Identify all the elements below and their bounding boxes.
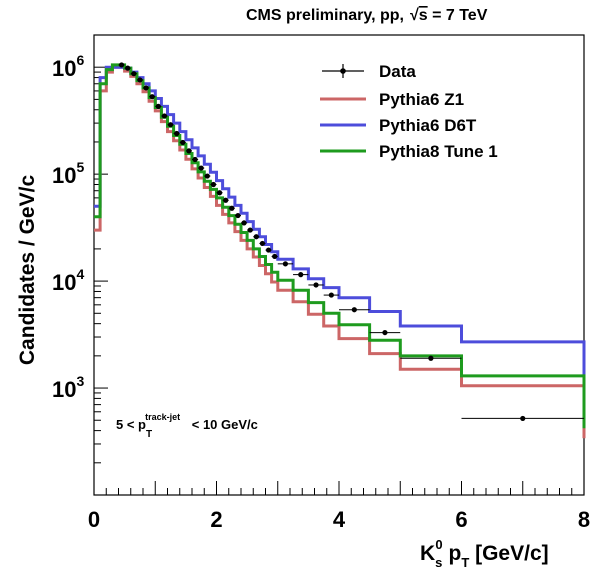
data-points <box>118 62 584 422</box>
y-tick-labels: 103 104 105 106 <box>52 52 84 402</box>
data-point <box>204 173 210 179</box>
legend-label-z1: Pythia6 Z1 <box>379 90 464 109</box>
data-point <box>192 156 198 163</box>
data-point <box>247 227 253 233</box>
histogram-pythia8-tune1 <box>94 63 586 429</box>
sqrt-symbol: √ <box>410 7 419 24</box>
data-point <box>382 329 388 336</box>
data-point <box>235 212 241 219</box>
data-point <box>210 181 217 188</box>
data-point <box>265 247 272 253</box>
data-point <box>161 113 168 119</box>
data-point <box>241 220 247 226</box>
data-point <box>313 282 319 288</box>
data-point <box>137 77 143 83</box>
data-point <box>272 253 278 260</box>
axis-ticks <box>93 34 585 496</box>
y-tick-label: 104 <box>52 266 84 295</box>
data-point <box>253 234 259 240</box>
data-point <box>186 148 192 154</box>
data-point <box>149 94 155 100</box>
y-tick-label: 103 <box>52 373 84 402</box>
x-tick-labels: 0 2 4 6 8 <box>88 507 590 532</box>
x-tick-label: 8 <box>578 507 590 532</box>
x-tick-label: 0 <box>88 507 100 532</box>
legend-label-data: Data <box>379 62 416 81</box>
data-point <box>328 292 334 298</box>
x-tick-label: 2 <box>210 507 222 532</box>
plot-frame <box>93 34 585 496</box>
data-point <box>229 205 235 211</box>
data-point <box>351 307 357 313</box>
y-tick-label: 105 <box>52 159 84 188</box>
data-point <box>223 197 229 203</box>
data-point <box>131 71 137 77</box>
x-tick-label: 4 <box>333 507 346 532</box>
legend-label-d6t: Pythia6 D6T <box>379 116 477 135</box>
legend-marker-data-dot <box>340 68 346 74</box>
data-point <box>298 272 304 278</box>
legend-label-tune1: Pythia8 Tune 1 <box>379 142 498 161</box>
data-point <box>125 65 131 71</box>
data-point <box>259 240 266 247</box>
x-tick-label: 6 <box>455 507 467 532</box>
legend: Data Pythia6 Z1 Pythia6 D6T Pythia8 Tune… <box>320 62 498 161</box>
data-point <box>198 165 204 171</box>
series-group <box>94 63 586 439</box>
data-point <box>282 261 289 267</box>
y-tick-label: 106 <box>52 52 84 81</box>
data-point <box>143 85 149 91</box>
data-point <box>118 62 125 68</box>
data-point <box>180 139 186 146</box>
chart-header: CMS preliminary, pp, √s = 7 TeV <box>246 7 488 24</box>
data-point <box>520 415 526 422</box>
y-axis-label: Candidates / GeV/c <box>16 175 39 366</box>
data-point <box>216 190 223 196</box>
data-point <box>174 130 180 137</box>
data-point <box>155 103 161 109</box>
data-point <box>428 355 434 361</box>
data-point <box>167 122 174 128</box>
x-axis-label: Ks0 pT [GeV/c] <box>420 537 549 570</box>
jet-pt-annotation: 5 < pTtrack-jet < 10 GeV/c <box>116 412 258 440</box>
